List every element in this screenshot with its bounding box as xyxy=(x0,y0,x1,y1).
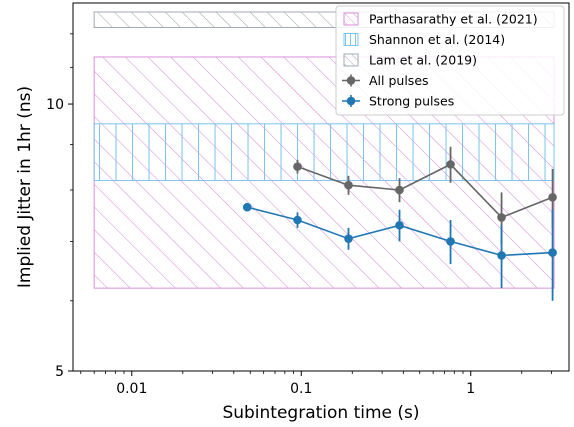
data-point xyxy=(497,251,506,260)
data-point xyxy=(548,192,557,202)
legend-frame xyxy=(335,5,565,116)
y-axis-label: Implied Jitter in 1hr (ns) xyxy=(15,86,35,288)
legend: Parthasarathy et al. (2021) Shannon et al… xyxy=(335,5,565,116)
legend-label: Parthasarathy et al. (2021) xyxy=(369,12,538,27)
x-tick-label: 0.01 xyxy=(116,381,147,397)
data-point xyxy=(344,234,353,243)
legend-marker xyxy=(346,76,356,85)
data-point xyxy=(293,162,302,171)
legend-label: Lam et al. (2019) xyxy=(369,53,477,68)
plot-frame xyxy=(72,2,570,372)
data-point xyxy=(446,160,455,169)
y-tick-label: 5 xyxy=(55,364,64,380)
legend-swatch-parthasarathy-et-al-2021 xyxy=(343,12,359,26)
data-point xyxy=(395,220,404,230)
data-point xyxy=(548,248,557,257)
series-all-pulses xyxy=(293,146,557,245)
x-tick-label: 0.1 xyxy=(290,381,312,397)
series-strong-pulses xyxy=(242,202,557,301)
data-point xyxy=(344,180,353,190)
series xyxy=(242,146,557,301)
data-point xyxy=(395,185,404,195)
x-axis-label: Subintegration time (s) xyxy=(222,403,419,423)
legend-label: Shannon et al. (2014) xyxy=(369,32,505,47)
legend-marker xyxy=(346,96,356,106)
legend-label: Strong pulses xyxy=(369,94,454,109)
data-point xyxy=(497,213,506,222)
data-point xyxy=(446,237,455,246)
series-line xyxy=(297,163,553,219)
axis-ticks: 0.01 0.1 1 5 10 xyxy=(46,33,553,397)
legend-swatch-shannon-et-al-2014 xyxy=(343,33,359,46)
y-tick-label: 10 xyxy=(46,97,64,113)
legend-label: All pulses xyxy=(369,73,429,88)
x-tick-label: 1 xyxy=(466,381,475,397)
data-point xyxy=(293,215,302,225)
data-point xyxy=(242,202,252,212)
legend-swatch-lam-et-al-2019 xyxy=(343,53,359,67)
band-shannon-et-al-2014 xyxy=(93,123,555,181)
